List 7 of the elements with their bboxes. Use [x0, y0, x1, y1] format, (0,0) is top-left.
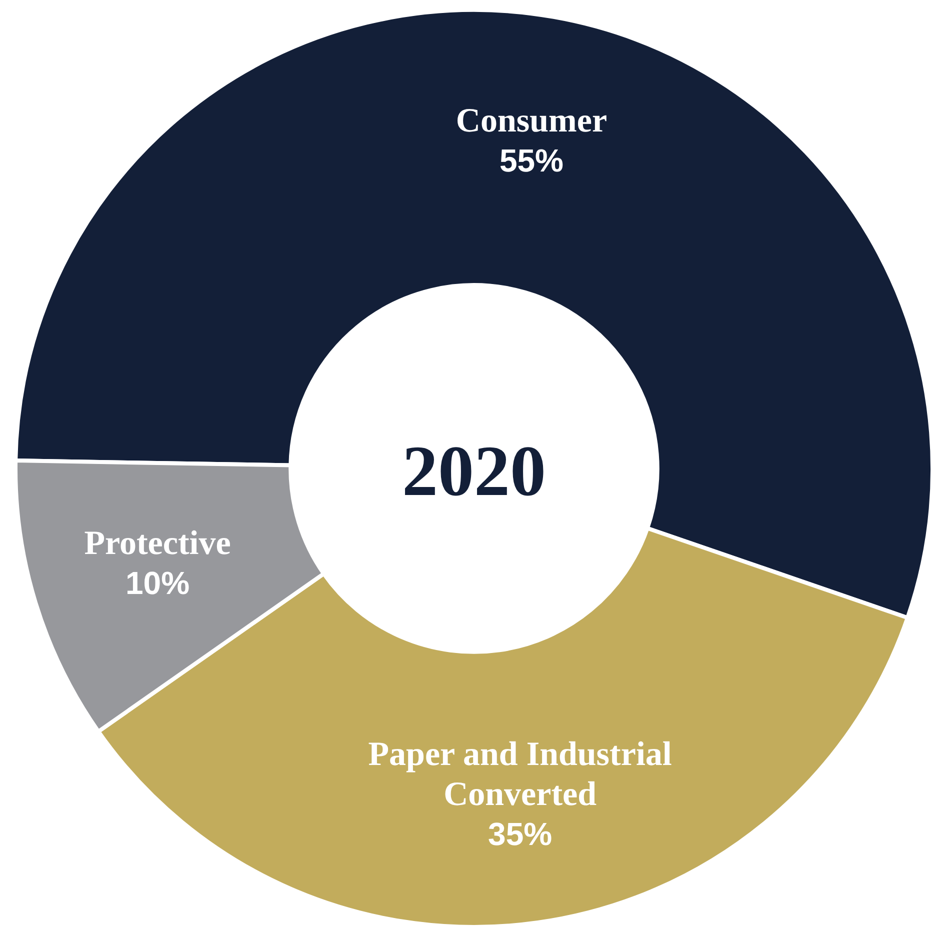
data-label: 35%: [488, 816, 552, 852]
text: 2020: [402, 431, 546, 512]
slice-label: Consumer: [456, 102, 608, 140]
slice-label: Paper and Industrial Converted: [368, 736, 672, 814]
data-label: 55%: [499, 142, 564, 178]
slice-label: Protective: [84, 525, 231, 562]
data-label: 10%: [125, 565, 190, 602]
